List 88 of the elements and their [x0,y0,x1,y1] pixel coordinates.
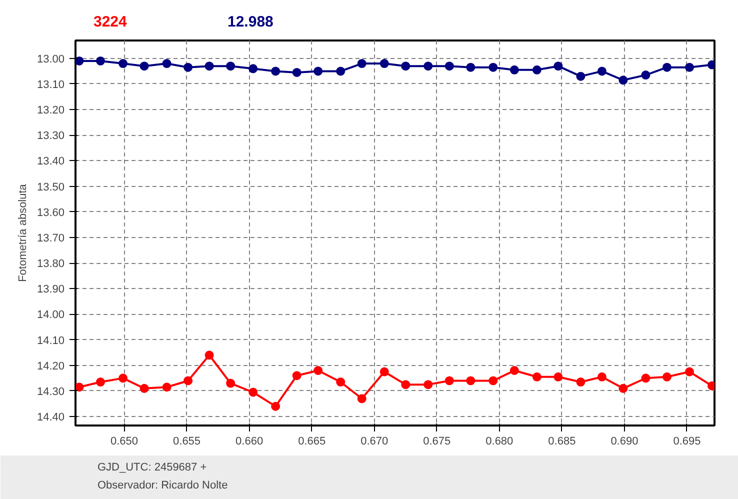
y-tick-label: 13.50 [36,181,65,194]
y-tick-label: 13.90 [36,284,65,296]
point [96,378,106,387]
point [226,62,236,71]
y-tick-label: 14.00 [36,309,65,322]
point [314,366,323,375]
point [162,59,172,68]
y-tick-label: 13.80 [36,258,65,270]
point [466,62,476,72]
y-tick-label: 13.00 [36,53,65,66]
x-tick-label: 0.665 [298,436,326,448]
point [618,76,628,85]
point [488,376,498,386]
point [662,62,672,72]
y-tick-label: 13.40 [36,156,65,168]
point [140,384,149,393]
point [576,378,586,387]
y-tick-label: 14.40 [36,412,65,424]
point [510,366,519,375]
point [662,372,672,382]
point [684,367,694,376]
x-tick-label: 0.695 [673,436,701,448]
text: 3224 [94,14,128,30]
x-tick-label: 0.685 [548,436,576,448]
x-tick-label: 0.655 [173,436,201,448]
point [336,378,346,387]
y-tick-label: 13.10 [36,78,65,91]
text: 12.988 [228,14,274,30]
point [576,72,586,81]
y-tick-label: 13.30 [36,130,65,142]
point [118,374,128,383]
point [357,394,366,404]
point [314,66,323,76]
y-tick-label: 13.60 [36,206,65,219]
y-tick-label: 13.20 [36,104,65,117]
point [444,62,454,71]
x-tick-label: 0.650 [110,436,138,448]
point [380,59,389,68]
point [271,402,280,411]
point [76,382,84,392]
text: GJD_UTC: 2459687 + [98,462,207,474]
point [184,62,193,72]
point [641,374,650,383]
point [204,350,214,360]
point [380,367,389,376]
point [424,380,433,390]
point [162,382,172,392]
y-axis-title: Fotometría absoluta [16,183,29,282]
x-tick-label: 0.680 [486,436,514,448]
point [424,62,433,71]
point [597,66,606,76]
x-tick-label: 0.670 [360,436,388,448]
point [292,371,302,380]
point [357,59,366,68]
point [184,376,193,386]
point [532,372,542,382]
point [336,66,346,76]
y-tick-label: 14.20 [36,360,65,372]
point [401,62,410,71]
y-tick-label: 14.10 [36,334,65,347]
point [140,62,149,71]
point [204,62,214,71]
point [118,59,128,68]
point [597,372,606,382]
point [510,65,519,74]
point [618,384,628,393]
text: Observador: Ricardo Nolte [98,480,228,492]
x-tick-label: 0.675 [423,436,451,448]
y-tick-label: 14.30 [36,386,65,398]
point [554,372,563,382]
point [248,64,258,74]
point [488,62,498,72]
point [401,380,410,390]
x-tick-label: 0.660 [236,436,264,448]
point [271,66,280,76]
point [554,62,563,71]
x-tick-label: 0.690 [610,436,638,448]
point [684,62,694,72]
point [226,378,236,388]
point [248,388,258,397]
point [96,56,106,66]
point [532,65,542,74]
point [444,376,454,386]
point [466,376,476,386]
y-tick-label: 13.70 [36,232,65,244]
point [292,68,302,77]
point [76,56,84,66]
point [641,70,650,80]
